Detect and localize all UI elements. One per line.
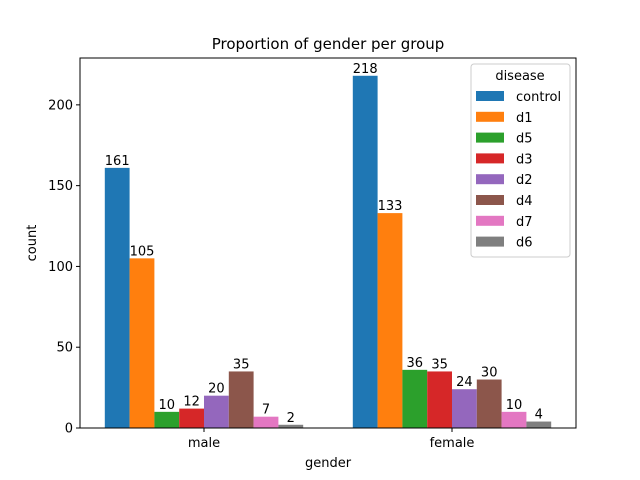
bar-d3-female xyxy=(427,371,452,428)
legend-swatch-d5 xyxy=(476,132,504,143)
data-label-d3-female: 35 xyxy=(431,357,448,372)
legend-label-d7: d7 xyxy=(516,215,533,230)
plot-frame xyxy=(79,57,577,429)
bar-d1-female xyxy=(377,213,403,428)
bar-d5-female xyxy=(402,369,428,428)
bar-d2-male xyxy=(204,395,229,428)
data-label-d1-female: 133 xyxy=(378,199,403,214)
data-label-d1-male: 105 xyxy=(130,244,155,259)
legend-label-d2: d2 xyxy=(516,173,533,188)
data-label-d4-male: 35 xyxy=(233,357,250,372)
data-label-d3-male: 12 xyxy=(183,395,200,410)
x-axis: male female xyxy=(188,428,475,451)
data-label-d2-female: 24 xyxy=(456,375,473,390)
y-tick-label-150: 150 xyxy=(48,179,73,194)
y-axis: 0 50 100 150 200 xyxy=(48,98,80,437)
legend-label-d4: d4 xyxy=(516,194,533,209)
legend-swatch-d1 xyxy=(476,111,504,122)
legend-label-d6: d6 xyxy=(516,236,533,251)
bar-d7-male xyxy=(253,416,279,428)
legend-label-d1: d1 xyxy=(516,111,533,126)
legend-swatch-d3 xyxy=(476,153,504,164)
legend-swatch-d4 xyxy=(476,195,504,205)
data-label-d5-female: 36 xyxy=(407,356,424,371)
legend-items: control d1 d5 d3 d2 d4 d7 d6 xyxy=(476,90,561,251)
legend-swatch-d6 xyxy=(476,236,504,247)
y-axis-label: count xyxy=(25,225,40,262)
bars-group xyxy=(104,75,552,429)
legend-swatch-d7 xyxy=(476,215,504,226)
legend-swatch-d2 xyxy=(476,174,504,185)
legend-swatch-control xyxy=(476,91,504,101)
data-label-d7-female: 10 xyxy=(506,398,523,413)
bar-d4-male xyxy=(228,371,254,428)
y-tick-label-100: 100 xyxy=(48,260,73,275)
legend-label-d5: d5 xyxy=(516,132,533,147)
bar-d3-male xyxy=(179,408,204,428)
data-label-control-male: 161 xyxy=(105,154,130,169)
bar-control-male xyxy=(104,167,130,428)
data-label-d6-female: 4 xyxy=(535,408,543,423)
y-tick-label-200: 200 xyxy=(48,98,73,113)
bar-d7-female xyxy=(501,411,527,428)
data-label-d2-male: 20 xyxy=(208,382,225,397)
x-tick-label-female: female xyxy=(430,436,475,451)
data-label-d7-male: 7 xyxy=(262,403,270,418)
bar-d1-male xyxy=(129,258,155,428)
bar-d6-male xyxy=(278,424,304,428)
legend: disease control d1 d5 d3 d2 d4 d7 d6 xyxy=(470,63,571,258)
data-label-d4-female: 30 xyxy=(481,366,498,381)
x-tick-label-male: male xyxy=(188,436,220,451)
data-label-control-female: 218 xyxy=(353,62,378,77)
bar-control-female xyxy=(352,75,378,429)
legend-label-control: control xyxy=(516,90,561,105)
data-label-d5-male: 10 xyxy=(159,398,176,413)
legend-title: disease xyxy=(495,69,544,84)
bar-d2-female xyxy=(452,389,477,428)
y-tick-label-0: 0 xyxy=(65,422,73,437)
legend-label-d3: d3 xyxy=(516,152,533,167)
bar-d4-female xyxy=(476,379,502,428)
chart-title: Proportion of gender per group xyxy=(212,35,445,53)
x-axis-label: gender xyxy=(305,456,352,471)
y-tick-label-50: 50 xyxy=(56,341,73,356)
data-label-d6-male: 2 xyxy=(287,411,295,426)
bar-d6-female xyxy=(526,421,552,428)
bar-d5-male xyxy=(154,411,180,428)
